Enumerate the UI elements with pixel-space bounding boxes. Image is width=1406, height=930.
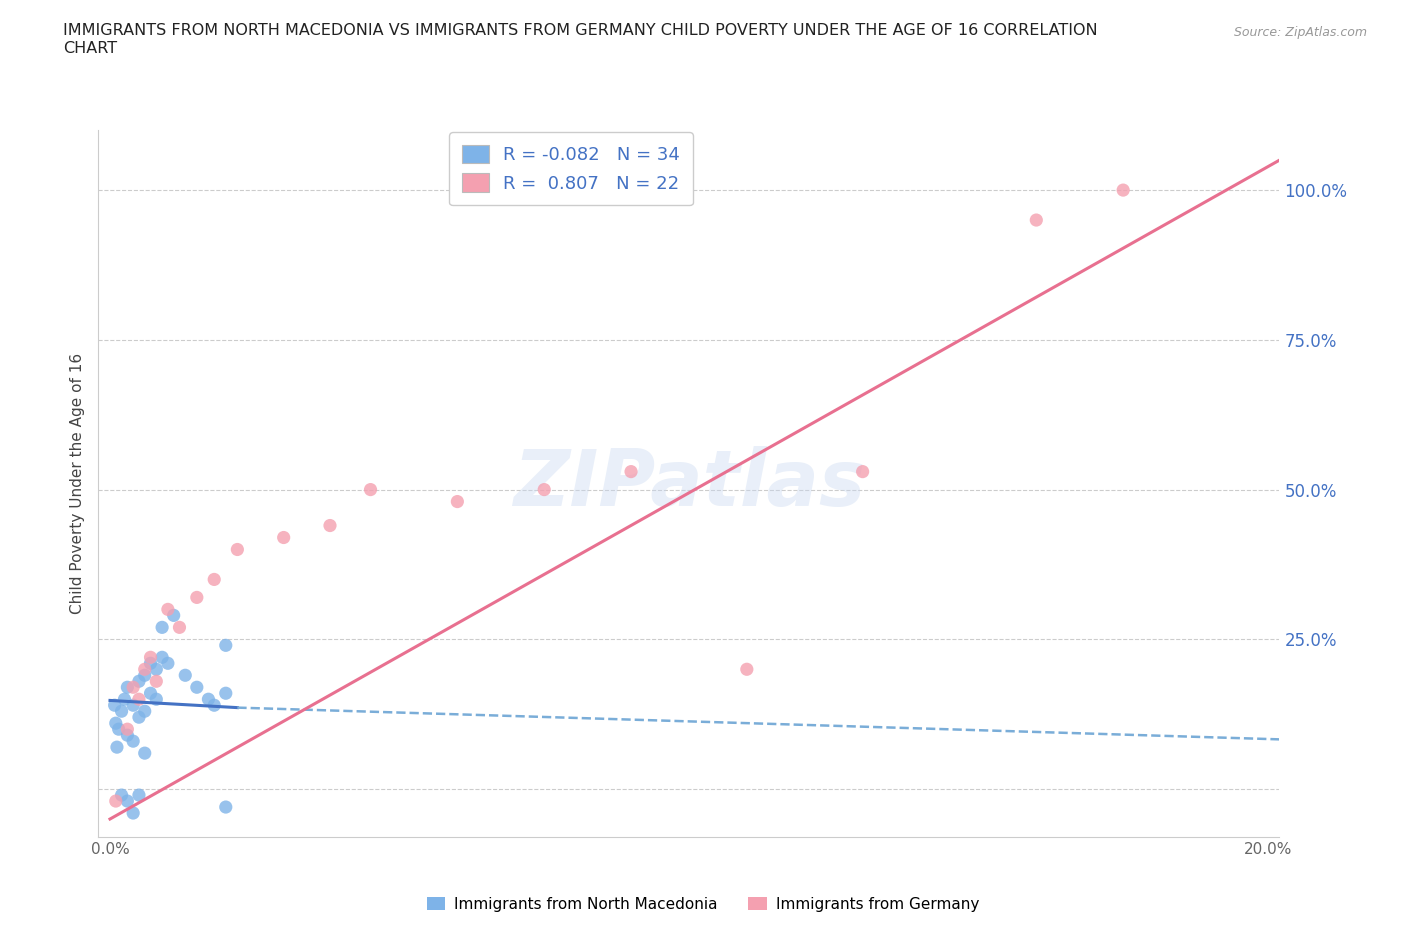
Point: [128, 692, 150, 707]
Point: [156, 656, 179, 671]
Point: [122, 805, 145, 820]
Point: [1025, 213, 1047, 228]
Point: [620, 464, 643, 479]
Point: [122, 698, 145, 712]
Point: [128, 674, 150, 689]
Point: [1112, 182, 1135, 197]
Legend: R = -0.082   N = 34, R =  0.807   N = 22: R = -0.082 N = 34, R = 0.807 N = 22: [449, 132, 693, 206]
Point: [215, 638, 238, 653]
Point: [215, 800, 238, 815]
Point: [107, 722, 129, 737]
Text: IMMIGRANTS FROM NORTH MACEDONIA VS IMMIGRANTS FROM GERMANY CHILD POVERTY UNDER T: IMMIGRANTS FROM NORTH MACEDONIA VS IMMIG…: [63, 23, 1098, 56]
Point: [150, 620, 173, 635]
Point: [319, 518, 342, 533]
Point: [163, 608, 186, 623]
Point: [145, 692, 167, 707]
Point: [202, 698, 225, 712]
Point: [114, 692, 136, 707]
Point: [104, 793, 127, 808]
Point: [134, 704, 156, 719]
Point: [128, 788, 150, 803]
Point: [128, 710, 150, 724]
Point: [197, 692, 219, 707]
Point: [186, 590, 208, 604]
Point: [215, 685, 238, 700]
Point: [110, 788, 132, 803]
Point: [174, 668, 197, 683]
Point: [122, 734, 145, 749]
Point: [104, 716, 127, 731]
Point: [145, 674, 167, 689]
Legend: Immigrants from North Macedonia, Immigrants from Germany: Immigrants from North Macedonia, Immigra…: [420, 891, 986, 918]
Point: [122, 680, 145, 695]
Point: [360, 482, 382, 497]
Point: [134, 662, 156, 677]
Point: [852, 464, 875, 479]
Point: [139, 656, 162, 671]
Point: [104, 698, 127, 712]
Point: [117, 680, 139, 695]
Text: Source: ZipAtlas.com: Source: ZipAtlas.com: [1233, 26, 1367, 39]
Point: [117, 793, 139, 808]
Y-axis label: Child Poverty Under the Age of 16: Child Poverty Under the Age of 16: [69, 353, 84, 614]
Point: [202, 572, 225, 587]
Point: [735, 662, 758, 677]
Point: [134, 746, 156, 761]
Point: [139, 685, 162, 700]
Point: [139, 650, 162, 665]
Point: [169, 620, 191, 635]
Point: [134, 668, 156, 683]
Point: [150, 650, 173, 665]
Point: [273, 530, 295, 545]
Point: [446, 494, 468, 509]
Point: [186, 680, 208, 695]
Point: [156, 602, 179, 617]
Point: [105, 739, 128, 754]
Point: [117, 722, 139, 737]
Point: [145, 662, 167, 677]
Point: [226, 542, 249, 557]
Point: [110, 704, 132, 719]
Point: [533, 482, 555, 497]
Text: ZIPatlas: ZIPatlas: [513, 445, 865, 522]
Point: [117, 728, 139, 743]
